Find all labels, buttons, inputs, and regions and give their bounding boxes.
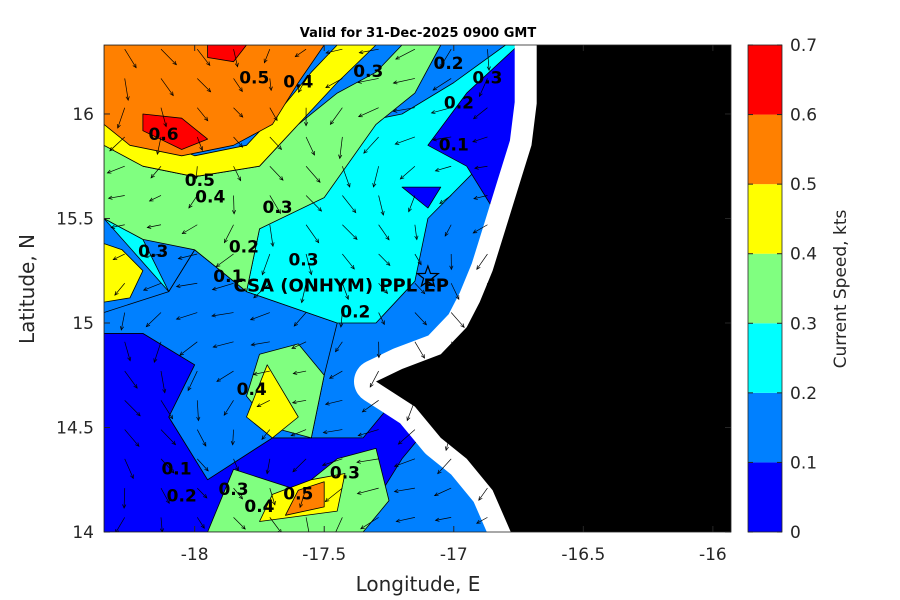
chart-title: Valid for 31-Dec-2025 0900 GMT — [300, 26, 537, 41]
colorbar-swatch-5 — [748, 114, 782, 185]
colorbar-tick-4: 0.4 — [790, 245, 817, 265]
colorbar-tick-1: 0.1 — [790, 453, 817, 473]
colorbar-swatch-3 — [748, 253, 782, 324]
x-axis-label: Longitude, E — [356, 572, 481, 596]
contour-label-15: 0.2 — [340, 303, 370, 323]
contour-label-3: 0.3 — [263, 198, 293, 218]
x-tick-label-1: -17.5 — [302, 545, 346, 565]
contour-label-1: 0.5 — [185, 171, 215, 191]
colorbar: 0 0.1 0.2 0.3 0.4 0.5 0.6 0.7 — [747, 36, 817, 543]
speed-region-7 — [207, 45, 247, 63]
x-tick-label-4: -16 — [699, 545, 727, 565]
contour-label-17: 0.3 — [330, 463, 360, 483]
contour-label-22: 0.5 — [283, 484, 313, 504]
contour-label-21: 0.4 — [244, 497, 274, 517]
site-label: CSA (ONHYM) PPL EP — [234, 276, 449, 297]
x-tick-label-3: -16.5 — [561, 545, 605, 565]
axes: -18 -17.5 -17 -16.5 -16 14 14.5 15 15.5 16 — [56, 44, 732, 565]
site-star-marker — [415, 264, 440, 288]
colorbar-swatch-6 — [748, 45, 782, 115]
plot-area: 0.60.50.40.30.5 0.40.3 0.20.30.20.10.3 0.20… — [104, 45, 731, 532]
contour-label-13: 0.1 — [213, 267, 243, 287]
y-tick-label-3: 15.5 — [56, 209, 94, 229]
land-mass — [376, 45, 731, 532]
speed-region-4 — [104, 45, 377, 178]
speed-region-8 — [104, 243, 144, 303]
contour-label-5: 0.4 — [283, 73, 313, 93]
speed-region-15 — [401, 186, 442, 209]
x-tick-label-2: -17 — [440, 545, 468, 565]
colorbar-tick-5: 0.5 — [790, 175, 817, 195]
contour-label-9: 0.2 — [444, 94, 474, 114]
contour-label-18: 0.1 — [161, 459, 191, 479]
contour-label-16: 0.4 — [237, 380, 267, 400]
contour-label-11: 0.3 — [138, 242, 168, 262]
contour-label-6: 0.3 — [353, 62, 383, 82]
speed-region-13 — [284, 481, 325, 516]
colorbar-tick-7: 0.7 — [790, 36, 817, 56]
colorbar-swatch-2 — [748, 323, 782, 393]
speed-region-6 — [142, 113, 209, 150]
colorbar-label: Current Speed, kts — [831, 210, 851, 369]
contour-label-8: 0.3 — [472, 68, 502, 88]
contour-label-0: 0.6 — [149, 125, 179, 145]
x-tick-label-0: -18 — [181, 545, 209, 565]
colorbar-swatch-4 — [748, 184, 782, 254]
contour-label-12: 0.2 — [229, 238, 259, 258]
colorbar-swatch-0 — [748, 462, 782, 532]
contour-label-14: 0.3 — [288, 250, 318, 270]
colorbar-tick-2: 0.2 — [790, 384, 817, 404]
contour-label-10: 0.1 — [439, 135, 469, 155]
y-tick-label-0: 14 — [72, 523, 94, 543]
current-vectors — [106, 48, 504, 532]
contour-label-20: 0.3 — [218, 480, 248, 500]
contour-label-4: 0.5 — [239, 68, 269, 88]
colorbar-tick-3: 0.3 — [790, 314, 817, 334]
contour-label-2: 0.4 — [195, 188, 225, 208]
contour-label-19: 0.2 — [167, 486, 197, 506]
y-tick-label-1: 14.5 — [56, 418, 94, 438]
colorbar-tick-6: 0.6 — [790, 106, 817, 126]
y-tick-label-4: 16 — [72, 105, 94, 125]
speed-region-10 — [246, 364, 299, 439]
contour-label-7: 0.2 — [434, 54, 464, 74]
colorbar-tick-0: 0 — [790, 523, 801, 543]
y-axis-label: Latitude, N — [15, 234, 39, 344]
y-tick-label-2: 15 — [72, 314, 94, 334]
colorbar-swatch-1 — [748, 392, 782, 463]
